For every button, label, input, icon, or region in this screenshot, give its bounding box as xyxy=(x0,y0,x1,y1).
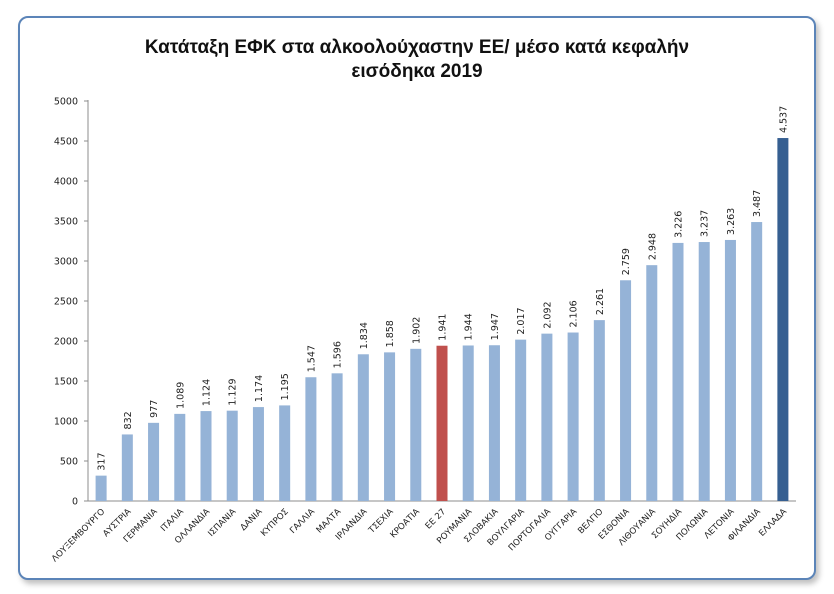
bar xyxy=(95,475,107,501)
bar xyxy=(672,242,684,502)
data-label: 4.537 xyxy=(778,106,789,133)
bar xyxy=(593,320,605,501)
y-tick-label: 500 xyxy=(60,457,78,468)
data-labels: 317 832 977 1.089 1.124 1.129 1.174 1.195 1.547 1… xyxy=(97,106,790,471)
data-label: 1.596 xyxy=(333,341,344,368)
data-label: 1.947 xyxy=(490,313,501,340)
x-tick-label: ΕΕ 27 xyxy=(424,507,448,531)
bar xyxy=(541,333,553,501)
chart-title-line2: εισόδηκα 2019 xyxy=(351,61,483,82)
data-label: 2.092 xyxy=(542,301,553,328)
bar xyxy=(226,410,238,501)
data-label: 1.941 xyxy=(438,314,449,341)
bar xyxy=(436,345,448,501)
y-tick-label: 0 xyxy=(72,497,78,508)
bar xyxy=(620,280,632,501)
bar xyxy=(646,265,658,501)
data-label: 1.944 xyxy=(464,313,475,340)
bar xyxy=(357,354,369,501)
y-tick-label: 3000 xyxy=(54,257,78,268)
bar xyxy=(305,377,317,501)
bar xyxy=(200,411,212,501)
y-tick-label: 1000 xyxy=(54,417,78,428)
data-label: 1.834 xyxy=(359,322,370,349)
data-label: 2.261 xyxy=(595,288,606,315)
data-label: 3.487 xyxy=(752,190,763,217)
bar xyxy=(410,348,422,501)
data-label: 317 xyxy=(97,452,108,470)
chart-title-line1: Κατάταξη ΕΦΚ στα αλκοολούχαστην ΕΕ/ μέσο… xyxy=(144,37,690,58)
bar xyxy=(252,407,264,501)
data-label: 1.195 xyxy=(280,373,291,400)
x-tick-label: ΚΥΠΡΟΣ xyxy=(259,507,291,539)
bar xyxy=(488,345,500,501)
data-label: 3.226 xyxy=(674,211,685,238)
y-tick-label: 1500 xyxy=(54,377,78,388)
bar xyxy=(462,345,474,501)
data-label: 1.174 xyxy=(254,375,265,402)
x-tick-label: ΚΡΟΑΤΙΑ xyxy=(389,507,422,540)
y-tick-label: 2500 xyxy=(54,297,78,308)
data-label: 2.759 xyxy=(621,248,632,275)
data-label: 2.106 xyxy=(569,300,580,327)
x-tick-label: ΛΟΥΞΕΜΒΟΥΡΓΟ xyxy=(50,507,107,564)
y-tick-label: 5000 xyxy=(54,97,78,108)
data-label: 832 xyxy=(123,411,134,429)
bar xyxy=(515,339,527,501)
bar xyxy=(174,413,186,501)
y-tick-label: 3500 xyxy=(54,217,78,228)
bar xyxy=(724,239,736,501)
data-label: 2.948 xyxy=(647,233,658,260)
y-tick-label: 4000 xyxy=(54,177,78,188)
data-label: 1.547 xyxy=(306,345,317,372)
bar xyxy=(121,434,133,501)
x-tick-label: ΕΛΛΑΔΑ xyxy=(757,507,789,539)
x-tick-label: ΓΑΛΛΙΑ xyxy=(288,507,317,536)
data-label: 1.124 xyxy=(202,379,213,406)
data-label: 3.237 xyxy=(700,210,711,237)
bar xyxy=(698,242,710,502)
y-tick-label: 4500 xyxy=(54,137,78,148)
data-label: 1.858 xyxy=(385,320,396,347)
data-label: 1.902 xyxy=(411,317,422,344)
y-tick-label: 2000 xyxy=(54,337,78,348)
bar xyxy=(148,422,160,501)
x-tick-label: ΙΣΠΑΝΙΑ xyxy=(206,507,238,539)
y-axis: 0 500 1000 1500 2000 2500 3000 3500 4000 4500 5000 xyxy=(54,97,796,508)
bar xyxy=(777,138,789,502)
data-label: 1.089 xyxy=(175,382,186,409)
bar xyxy=(751,222,763,502)
bar xyxy=(567,332,579,501)
data-label: 2.017 xyxy=(516,307,527,334)
data-label: 1.129 xyxy=(228,378,239,405)
bars xyxy=(95,138,789,502)
bar xyxy=(384,352,396,501)
data-label: 977 xyxy=(149,400,160,418)
chart-title: Κατάταξη ΕΦΚ στα αλκοολούχαστην ΕΕ/ μέσο… xyxy=(0,36,834,84)
data-label: 3.263 xyxy=(726,208,737,235)
bar xyxy=(279,405,291,501)
bar xyxy=(331,373,343,501)
